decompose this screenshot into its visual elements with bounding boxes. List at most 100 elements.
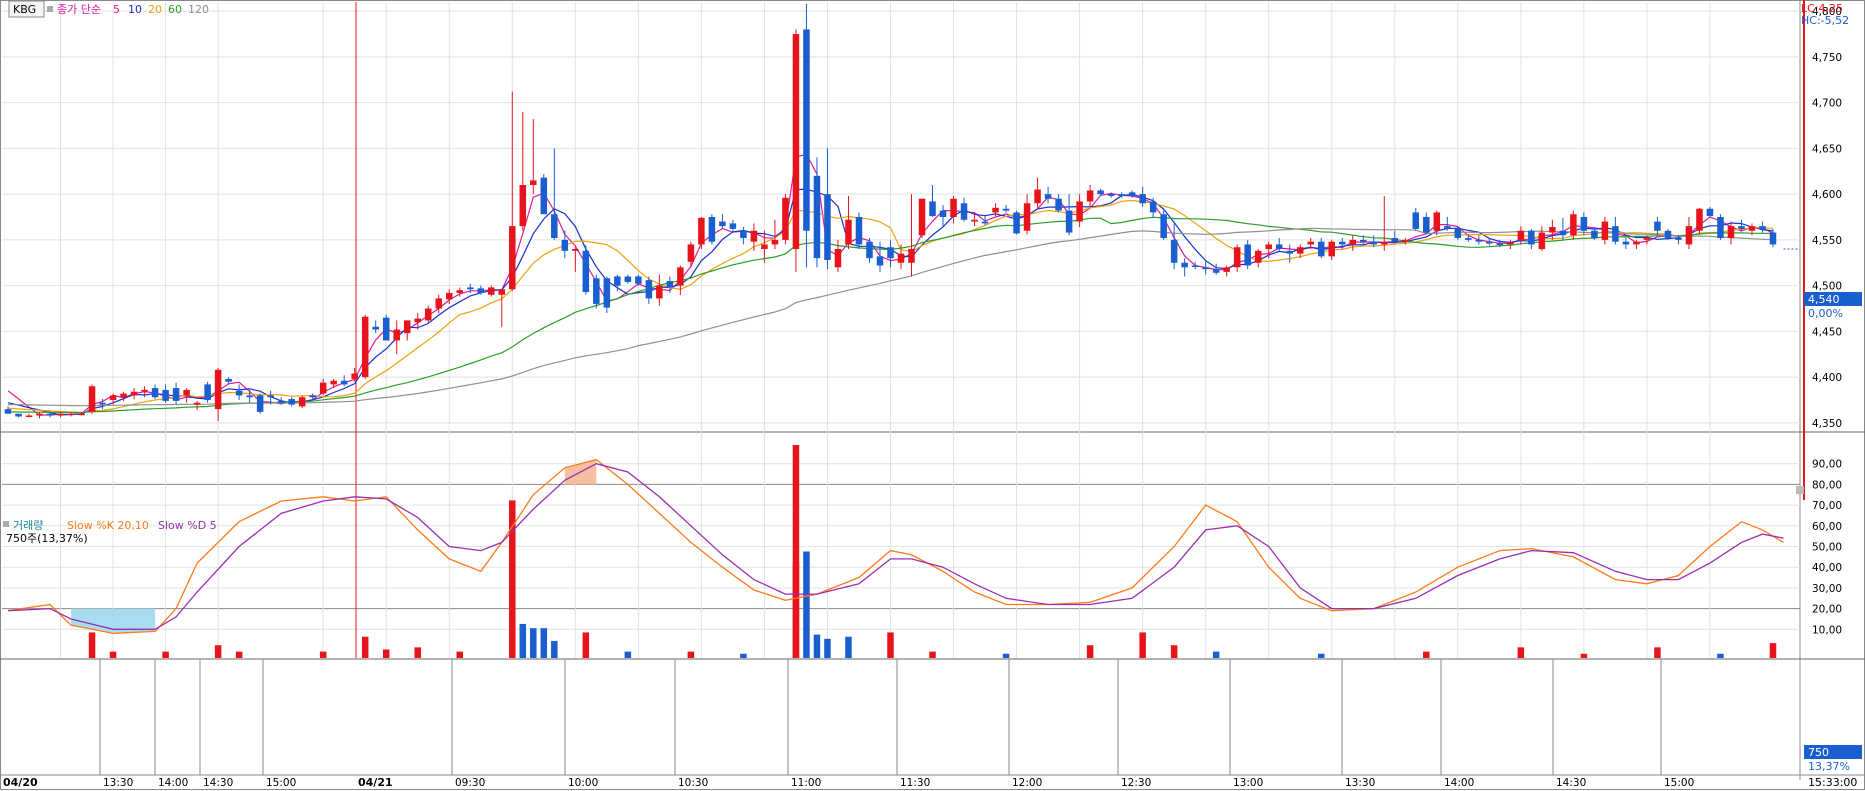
lc-label: LC:4,25 [1801,2,1843,15]
candle-body [467,287,474,290]
volume-bar [530,628,537,658]
candle-body [614,276,621,286]
candle-body [708,217,716,242]
lower-legend[interactable]: 거래량 Slow %K 20,10 Slow %D 5 750주(13,37%) [3,519,217,545]
volume-bar [803,551,810,658]
volume-bar [509,500,516,658]
candle-body [740,230,747,239]
volume-bar [1580,653,1588,658]
candle-body [1601,221,1609,240]
candle-body [1034,189,1041,204]
volume-bar [88,632,96,658]
candle-body [151,388,159,398]
symbol-label[interactable]: KBG [13,3,36,16]
volume-info-label: 750주(13,37%) [6,532,88,545]
slowd-line [7,463,1784,630]
candle-body [193,402,201,405]
candle-body [309,395,316,398]
slowk-legend-label: Slow %K 20,10 [67,519,149,532]
candle-body [488,287,495,295]
osc-tick-label: 70,00 [1812,500,1842,512]
price-tick-label: 4,400 [1812,372,1842,384]
candle-body [1496,243,1504,246]
candle-body [1307,241,1314,245]
candle-body [4,409,12,414]
candle-body [1391,238,1399,242]
price-tick-label: 4,450 [1812,326,1842,338]
candle-body [1338,241,1346,245]
candle-body [256,395,264,412]
candle-body [1748,226,1756,231]
ma-20-label: 20 [148,3,162,16]
volume-bar [1317,653,1325,658]
candle-body [1612,226,1619,242]
price-tick-label: 4,600 [1812,189,1842,201]
time-tick-label: 15:00 [1664,777,1694,789]
candle-body [372,326,379,330]
volume-bar [540,628,548,658]
volume-bar [1170,645,1178,658]
volume-bar [361,636,369,658]
slowd-legend-label: Slow %D 5 [158,519,217,532]
volume-bar [162,651,169,658]
time-tick-label: 10:30 [678,777,708,789]
candle-body [1191,265,1199,267]
candle-body [1275,244,1283,250]
lower-legend-toggle-icon[interactable] [3,521,9,527]
volume-bar [109,651,117,658]
candle-body [1233,247,1241,268]
candle-body [1023,203,1031,231]
candle-body [845,219,852,245]
volume-bar [1002,653,1010,658]
candle-body [1402,239,1409,242]
candle-body [1706,208,1714,217]
candle-body [1044,194,1052,199]
volume-bar [687,651,695,658]
candle-body [1528,230,1535,245]
candle-body [1349,239,1357,245]
volume-bar [929,651,936,658]
volume-bar [582,632,590,658]
candle-body [509,226,516,290]
candle-body [761,244,768,250]
osc-tick-label: 80,00 [1812,479,1842,491]
volume-bar [319,651,327,658]
time-tick-label: 14:00 [158,777,188,789]
candle-body [78,413,85,416]
volume-bar [414,647,421,658]
ma-120-label: 120 [188,3,209,16]
candle-body [792,34,800,250]
volume-bar [1212,651,1220,658]
price-legend[interactable]: KBG 종가 단순 5 10 20 60 120 [8,0,209,18]
candle-body [813,175,821,259]
current-change-label: 0,00% [1808,307,1843,320]
current-volume-tag: 750 13,37% [1804,745,1862,773]
candle-body [582,250,590,293]
candle-body [330,380,337,385]
candle-body [1675,238,1682,240]
candle-body [1559,230,1567,236]
time-tick-label: 14:30 [203,777,233,789]
axes: 4,350 4,400 4,450 4,500 4,550 4,600 4,650 4,700… [1812,6,1842,636]
volume-bar [1654,647,1661,658]
candle-body [1317,241,1325,257]
candle-body [1055,198,1062,211]
osc-tick-label: 50,00 [1812,542,1842,554]
candle-body [403,320,411,334]
current-price-label: 4,540 [1808,293,1840,306]
candle-body [677,267,684,286]
candle-body [1444,226,1451,229]
candle-body [687,244,695,262]
legend-toggle-icon[interactable] [47,6,53,12]
volume-legend-label: 거래량 [13,519,43,532]
candle-body [1685,226,1693,245]
candle-body [1454,228,1462,239]
candle-body [624,276,632,282]
candle-body [319,382,327,394]
candle-body [1549,227,1556,233]
time-tick-label: 15:00 [266,777,296,789]
time-tick-label: 13:30 [103,777,133,789]
candle-body [361,316,369,378]
time-tick-label: 13:00 [1233,777,1263,789]
